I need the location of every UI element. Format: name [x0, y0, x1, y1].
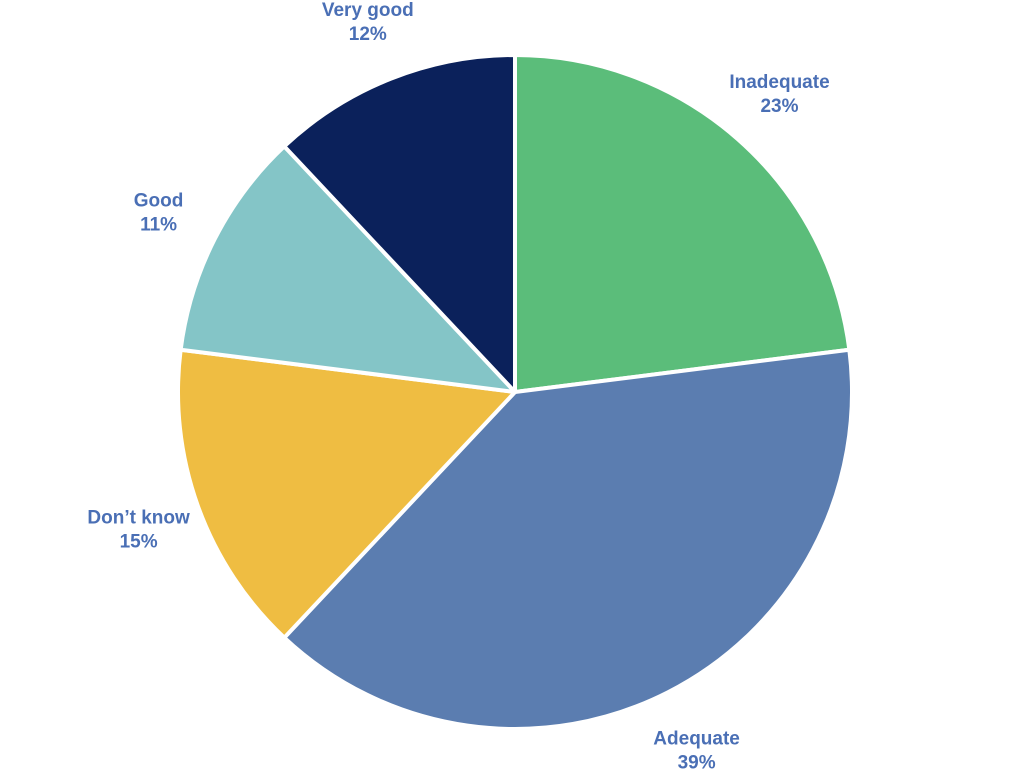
slice-category-label: Don’t know [87, 508, 190, 529]
slice-category-label: Very good [322, 0, 414, 21]
pie-labels: Inadequate 23% Adequate 39% Don’t know 15% Goo… [87, 0, 829, 773]
pie-slice-good [178, 144, 517, 394]
slice-value-label: 15% [120, 532, 158, 553]
pie-slice-adequate [282, 347, 854, 731]
slice-value-label: 23% [760, 96, 798, 117]
pie-slice-inadequate [513, 53, 852, 394]
pie-label-good: Good 11% [134, 190, 184, 235]
pie-slice-very-good [282, 53, 517, 394]
slice-value-label: 12% [349, 24, 387, 45]
slice-category-label: Adequate [653, 728, 740, 749]
slice-category-label: Good [134, 190, 184, 211]
pie-label-very-good: Very good 12% [322, 0, 414, 45]
pie-slices [176, 53, 854, 731]
slice-value-label: 39% [678, 752, 716, 773]
pie-label-don-t-know: Don’t know 15% [87, 508, 190, 553]
slice-category-label: Inadequate [729, 72, 829, 93]
pie-label-adequate: Adequate 39% [653, 728, 740, 773]
slice-value-label: 11% [140, 214, 177, 235]
pie-label-inadequate: Inadequate 23% [729, 72, 829, 117]
pie-slice-don-t-know [176, 347, 517, 640]
